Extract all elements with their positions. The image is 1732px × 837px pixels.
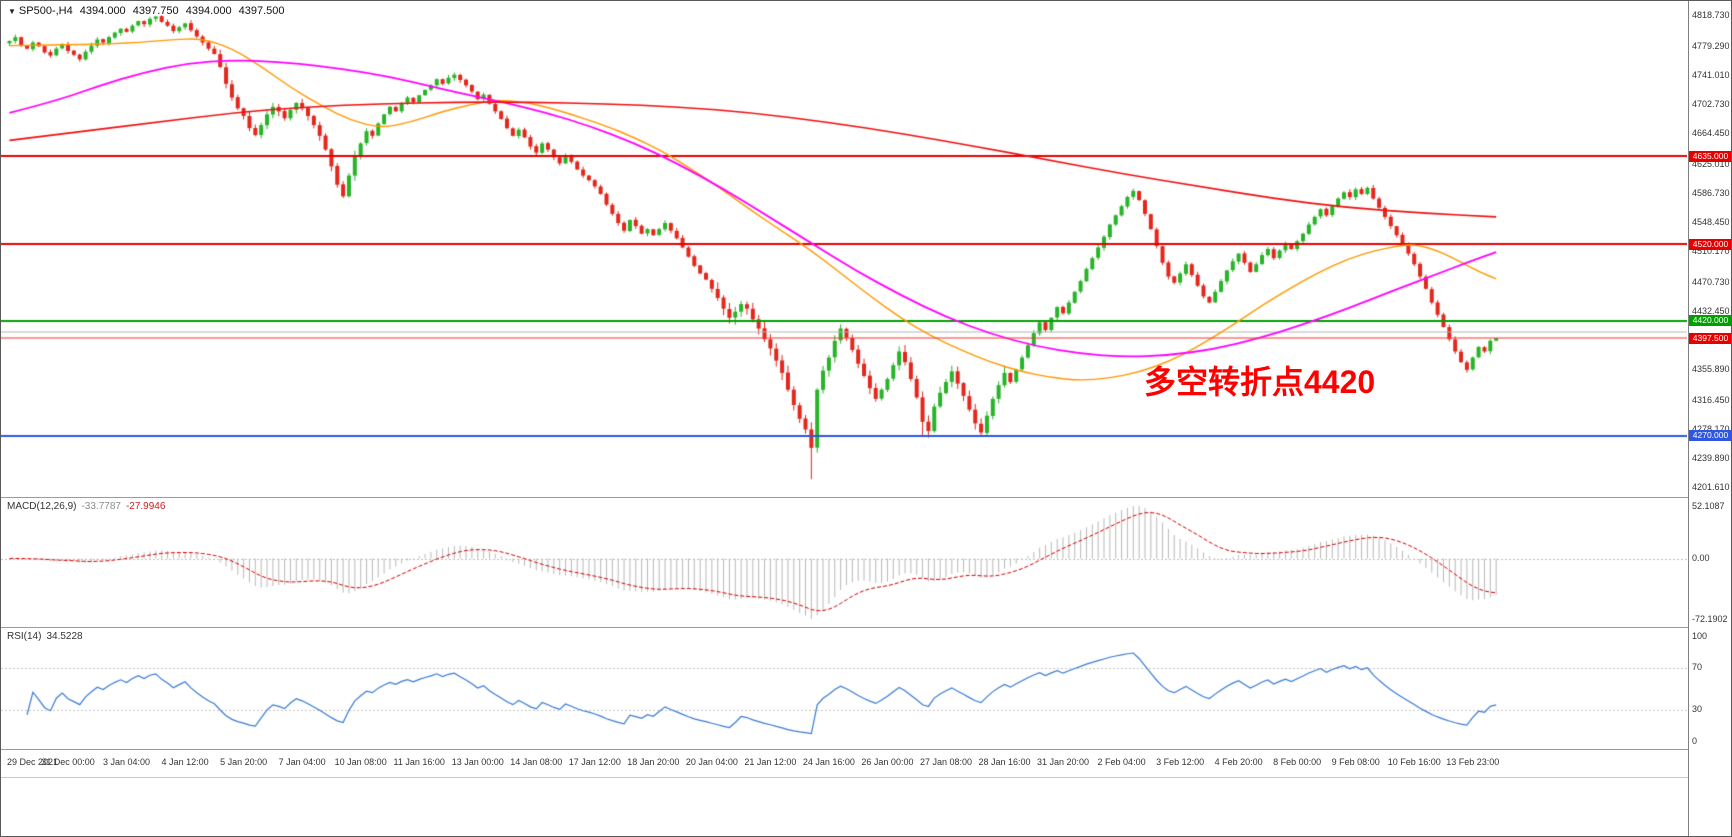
chart-ohlc-header: ▼ SP500-,H4 4394.000 4397.750 4394.000 43… <box>8 5 289 17</box>
price-tick-label: 4201.610 <box>1692 482 1730 493</box>
price-tick-label: 4432.450 <box>1692 305 1730 316</box>
price-line-badge: 4420.000 <box>1689 315 1731 327</box>
price-line-badge: 4270.000 <box>1689 430 1731 442</box>
close-value: 4397.500 <box>238 5 285 17</box>
time-axis-label: 10 Jan 08:00 <box>334 757 387 767</box>
current-price-badge: 4397.500 <box>1689 332 1731 344</box>
time-axis-label: 11 Jan 16:00 <box>393 757 445 767</box>
time-axis-label: 26 Jan 00:00 <box>861 757 914 767</box>
panel-separator[interactable] <box>1 497 1731 498</box>
time-axis-label: 9 Feb 08:00 <box>1331 757 1380 767</box>
rsi-panel: RSI(14) 34.5228 <box>1 628 1687 749</box>
price-tick-label: 4355.890 <box>1692 364 1730 375</box>
time-axis-label: 18 Jan 20:00 <box>627 757 680 767</box>
rsi-name: RSI(14) <box>7 631 42 642</box>
price-tick-label: 4278.170 <box>1692 423 1730 434</box>
time-axis-label: 31 Jan 20:00 <box>1037 757 1090 767</box>
macd-axis-label: 0.00 <box>1692 553 1710 564</box>
symbol-timeframe-label: SP500-,H4 <box>18 5 73 17</box>
macd-axis-label: 52.1087 <box>1692 500 1725 511</box>
price-tick-label: 4625.010 <box>1692 158 1730 169</box>
time-axis-label: 29 Dec 2021 <box>7 757 59 767</box>
rsi-value: 34.5228 <box>46 631 83 642</box>
macd-main-value: -33.7787 <box>81 501 121 512</box>
time-axis-label: 27 Jan 08:00 <box>919 757 972 767</box>
rsi-chart-canvas[interactable] <box>1 628 1687 749</box>
panel-separator[interactable] <box>1 749 1731 750</box>
rsi-axis-label: 100 <box>1692 630 1708 641</box>
macd-chart-canvas[interactable] <box>1 498 1687 627</box>
price-line-badge: 4520.000 <box>1689 238 1731 250</box>
price-tick-label: 4470.730 <box>1692 276 1730 287</box>
price-line-badge: 4635.000 <box>1689 150 1731 162</box>
rsi-label: RSI(14) 34.5228 <box>7 631 83 642</box>
main-chart-panel: ▼ SP500-,H4 4394.000 4397.750 4394.000 43… <box>1 1 1687 497</box>
price-tick-label: 4239.890 <box>1692 453 1730 464</box>
time-axis-label: 4 Jan 12:00 <box>161 757 209 767</box>
time-axis: 29 Dec 2021 31 Dec 00:00 3 Jan 04:00 4 Jan … <box>1 750 1687 777</box>
time-axis-label: 3 Jan 04:00 <box>103 757 151 767</box>
time-axis-label: 24 Jan 16:00 <box>802 757 855 767</box>
rsi-axis-label: 30 <box>1692 704 1703 714</box>
time-axis-label: 21 Jan 12:00 <box>744 757 797 767</box>
time-axis-label: 28 Jan 16:00 <box>978 757 1031 767</box>
time-axis-label: 13 Feb 23:00 <box>1446 757 1500 767</box>
chart-menu-icon[interactable]: ▼ <box>8 7 16 16</box>
price-tick-label: 4548.450 <box>1692 217 1730 228</box>
panel-separator[interactable] <box>1 627 1731 628</box>
price-tick-label: 4741.010 <box>1692 69 1730 80</box>
macd-label: MACD(12,26,9) -33.7787 -27.9946 <box>7 501 165 512</box>
open-value: 4394.000 <box>79 5 126 17</box>
price-tick-label: 4510.170 <box>1692 246 1730 257</box>
time-axis-label: 20 Jan 04:00 <box>685 757 738 767</box>
time-axis-label: 5 Jan 20:00 <box>220 757 268 767</box>
macd-axis-label: -72.1902 <box>1692 613 1728 624</box>
time-axis-label: 31 Dec 00:00 <box>41 757 95 767</box>
time-axis-bottom-line <box>1 777 1731 778</box>
macd-name: MACD(12,26,9) <box>7 501 77 512</box>
time-axis-label: 13 Jan 00:00 <box>451 757 504 767</box>
rsi-axis-label: 0 <box>1692 735 1698 746</box>
price-tick-label: 4818.730 <box>1692 10 1730 21</box>
time-axis-label: 7 Jan 04:00 <box>278 757 326 767</box>
price-tick-label: 4316.450 <box>1692 394 1730 405</box>
price-axis: 4818.730 4779.290 4741.010 4702.730 4664.450… <box>1688 1 1731 836</box>
rsi-axis-label: 70 <box>1692 662 1703 672</box>
price-tick-label: 4779.290 <box>1692 40 1730 51</box>
time-axis-label: 10 Feb 16:00 <box>1387 757 1441 767</box>
macd-panel: MACD(12,26,9) -33.7787 -27.9946 <box>1 498 1687 627</box>
time-axis-label: 8 Feb 00:00 <box>1273 757 1322 767</box>
price-tick-label: 4586.730 <box>1692 187 1730 198</box>
pivot-annotation-text: 多空转折点4420 <box>1144 364 1376 400</box>
high-value: 4397.750 <box>132 5 179 17</box>
candlestick-chart-canvas[interactable] <box>1 1 1687 497</box>
time-axis-label: 17 Jan 12:00 <box>568 757 621 767</box>
time-axis-label: 3 Feb 12:00 <box>1156 757 1205 767</box>
time-axis-label: 14 Jan 08:00 <box>510 757 563 767</box>
time-axis-label: 4 Feb 20:00 <box>1214 757 1263 767</box>
price-tick-label: 4664.450 <box>1692 128 1730 139</box>
time-axis-label: 2 Feb 04:00 <box>1097 757 1146 767</box>
macd-signal-value: -27.9946 <box>125 501 166 512</box>
price-tick-label: 4702.730 <box>1692 99 1730 110</box>
low-value: 4394.000 <box>185 5 232 17</box>
